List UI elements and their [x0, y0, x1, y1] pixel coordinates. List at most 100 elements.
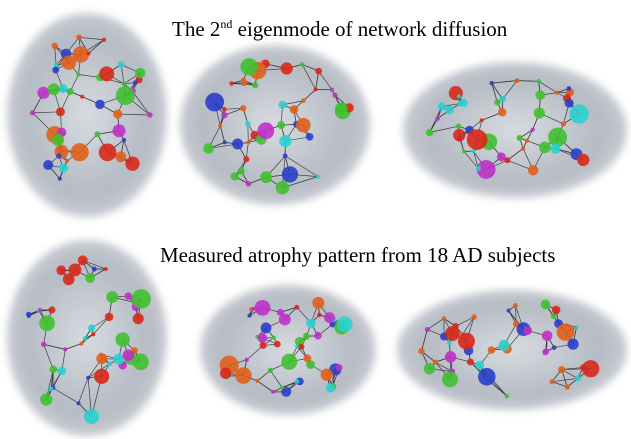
- caption-bottom: Measured atrophy pattern from 18 AD subj…: [160, 243, 555, 267]
- node: [57, 176, 62, 181]
- node: [229, 81, 234, 86]
- node: [457, 100, 464, 107]
- node: [91, 266, 97, 272]
- node: [273, 340, 281, 348]
- node: [445, 326, 460, 341]
- edge: [318, 70, 333, 90]
- edge: [435, 361, 453, 372]
- node: [49, 365, 57, 374]
- node: [222, 140, 227, 145]
- node: [96, 353, 108, 365]
- node: [58, 163, 68, 173]
- edge: [65, 343, 82, 350]
- edge: [224, 107, 244, 116]
- node: [303, 354, 312, 363]
- node: [115, 151, 127, 163]
- brain-shadow: [403, 62, 627, 198]
- node: [471, 314, 477, 320]
- edge: [491, 80, 518, 84]
- node: [246, 140, 251, 145]
- node: [294, 336, 305, 347]
- node: [43, 159, 54, 171]
- node: [260, 322, 272, 334]
- node: [267, 367, 273, 373]
- node: [289, 105, 299, 114]
- node: [506, 308, 511, 313]
- node: [55, 107, 65, 117]
- edge: [561, 367, 584, 370]
- node: [325, 383, 335, 393]
- node: [461, 149, 466, 154]
- node: [475, 165, 481, 171]
- node: [457, 332, 475, 350]
- node: [496, 152, 506, 162]
- node: [147, 112, 153, 118]
- node: [504, 393, 510, 399]
- edge: [81, 333, 94, 344]
- node: [479, 118, 484, 123]
- edge: [246, 345, 264, 361]
- edge: [538, 81, 558, 93]
- node: [494, 99, 501, 106]
- node: [41, 341, 47, 348]
- node: [456, 94, 462, 99]
- node: [106, 291, 119, 303]
- node: [554, 90, 560, 95]
- node: [30, 110, 36, 116]
- edge: [52, 387, 79, 404]
- node: [107, 361, 113, 367]
- node: [52, 66, 60, 74]
- node: [53, 62, 59, 68]
- node: [471, 148, 476, 154]
- node: [48, 306, 56, 314]
- node: [300, 62, 305, 67]
- node: [314, 331, 322, 340]
- node: [317, 312, 322, 318]
- node: [487, 346, 496, 354]
- node: [295, 117, 311, 133]
- node: [121, 81, 127, 86]
- node: [302, 332, 310, 340]
- node: [240, 105, 247, 112]
- edge: [43, 344, 54, 370]
- node: [489, 80, 494, 86]
- node: [132, 80, 138, 86]
- caption-rest: eigenmode of network diffusion: [232, 17, 507, 41]
- node: [540, 299, 551, 310]
- node: [315, 67, 323, 75]
- node: [277, 121, 286, 130]
- node: [533, 107, 545, 119]
- edge: [429, 125, 459, 133]
- node: [551, 305, 561, 315]
- edge: [257, 370, 271, 382]
- node: [57, 366, 67, 376]
- node: [245, 181, 252, 187]
- node: [244, 120, 251, 127]
- node: [306, 318, 316, 329]
- node: [539, 141, 551, 154]
- node: [550, 313, 557, 319]
- edge: [131, 90, 151, 116]
- node: [65, 158, 70, 163]
- node: [247, 313, 252, 318]
- node: [66, 88, 74, 96]
- edge: [32, 111, 61, 114]
- edge: [421, 329, 428, 352]
- node: [70, 143, 89, 162]
- node: [278, 313, 291, 326]
- node: [535, 90, 546, 100]
- node: [58, 84, 68, 93]
- node: [235, 367, 252, 384]
- node: [527, 165, 539, 176]
- node: [240, 58, 258, 76]
- node: [558, 365, 566, 374]
- edge: [502, 80, 518, 100]
- node: [76, 401, 81, 406]
- node: [294, 304, 300, 310]
- node: [271, 335, 276, 340]
- node: [222, 107, 227, 112]
- node: [63, 347, 68, 352]
- node: [26, 313, 31, 318]
- node: [72, 46, 90, 63]
